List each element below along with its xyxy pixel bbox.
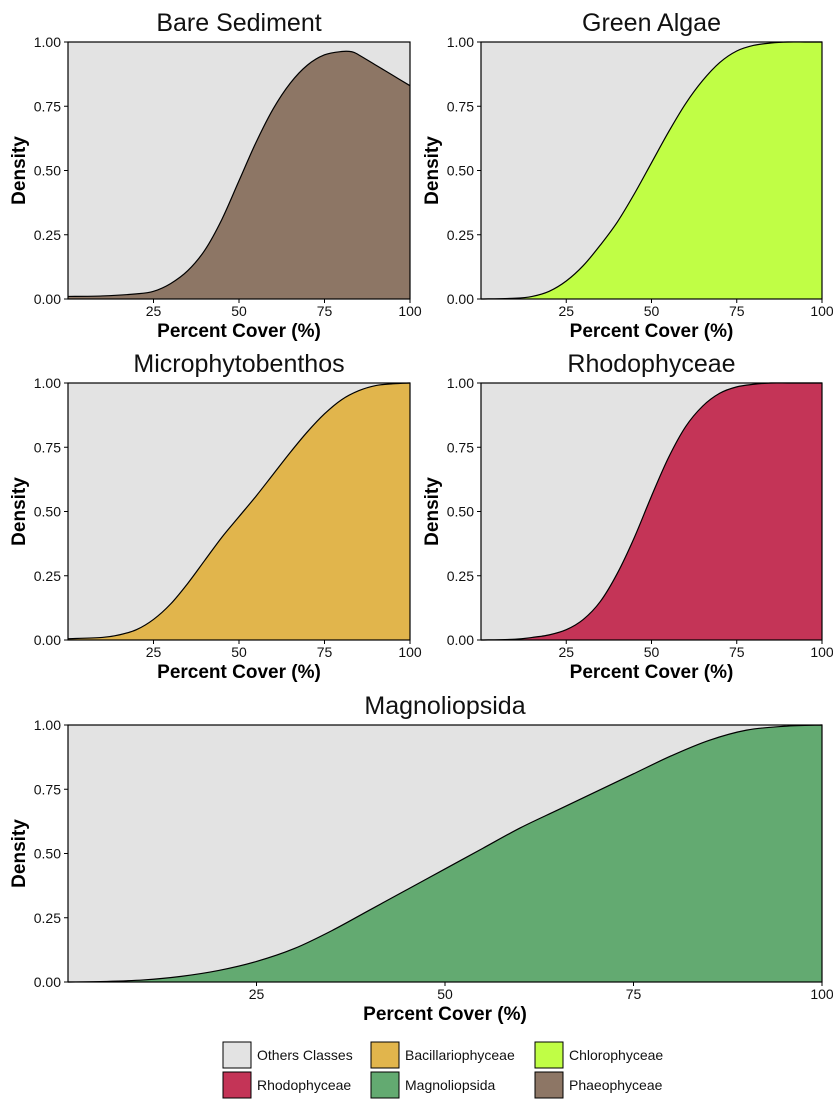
x-tick-label: 75 bbox=[317, 644, 333, 660]
legend-label: Rhodophyceae bbox=[257, 1077, 351, 1093]
y-tick-label: 1.00 bbox=[447, 34, 474, 50]
y-tick-label: 0.50 bbox=[34, 163, 61, 179]
legend-item: Chlorophyceae bbox=[534, 1041, 663, 1069]
y-axis-label: Density bbox=[9, 136, 30, 205]
x-tick-label: 25 bbox=[146, 644, 162, 660]
x-tick-label: 25 bbox=[558, 303, 574, 319]
density-area bbox=[68, 51, 410, 299]
legend-label: Magnoliopsida bbox=[405, 1077, 495, 1093]
x-tick-label: 100 bbox=[810, 303, 833, 319]
panel-3: 25 50 75 100 0.00 0.25 0.50 0.75 1.00 Rhodophycea… bbox=[422, 350, 833, 683]
x-tick-label: 75 bbox=[729, 644, 745, 660]
y-tick-label: 0.25 bbox=[34, 910, 61, 926]
x-axis-label: Percent Cover (%) bbox=[157, 321, 321, 342]
y-axis-label: Density bbox=[422, 477, 443, 546]
y-tick-label: 0.50 bbox=[34, 504, 61, 520]
y-tick-label: 0.75 bbox=[447, 439, 474, 455]
x-axis-label: Percent Cover (%) bbox=[570, 321, 734, 342]
legend-item: Rhodophyceae bbox=[222, 1071, 351, 1099]
legend-item: Others Classes bbox=[222, 1041, 353, 1069]
legend-swatch bbox=[370, 1071, 400, 1099]
x-axis-label: Percent Cover (%) bbox=[363, 1004, 527, 1025]
y-tick-label: 0.00 bbox=[34, 291, 61, 307]
x-tick-label: 25 bbox=[249, 986, 265, 1002]
y-tick-label: 0.25 bbox=[34, 568, 61, 584]
y-tick-label: 0.50 bbox=[34, 846, 61, 862]
x-tick-label: 100 bbox=[810, 986, 833, 1002]
x-tick-label: 25 bbox=[558, 644, 574, 660]
y-tick-label: 0.25 bbox=[447, 568, 474, 584]
y-tick-label: 1.00 bbox=[34, 375, 61, 391]
density-area bbox=[481, 41, 822, 300]
x-tick-label: 100 bbox=[810, 644, 833, 660]
x-tick-label: 75 bbox=[626, 986, 642, 1002]
panel-4: 25 50 75 100 0.00 0.25 0.50 0.75 1.00 Magnoliopsi… bbox=[9, 692, 833, 1025]
y-axis-label: Density bbox=[9, 819, 30, 888]
legend-label: Others Classes bbox=[257, 1047, 353, 1063]
legend-swatch bbox=[222, 1041, 252, 1069]
legend-swatch bbox=[222, 1071, 252, 1099]
y-tick-label: 1.00 bbox=[447, 375, 474, 391]
x-tick-label: 50 bbox=[644, 303, 660, 319]
panel-2: 25 50 75 100 0.00 0.25 0.50 0.75 1.00 Microphytob… bbox=[9, 350, 422, 683]
density-area bbox=[68, 725, 822, 982]
panel-title: Green Algae bbox=[582, 9, 721, 37]
x-tick-label: 75 bbox=[729, 303, 745, 319]
x-axis-label: Percent Cover (%) bbox=[570, 662, 734, 683]
panel-1: 25 50 75 100 0.00 0.25 0.50 0.75 1.00 Green Algae… bbox=[422, 9, 833, 342]
x-tick-label: 50 bbox=[644, 644, 660, 660]
y-tick-label: 1.00 bbox=[34, 717, 61, 733]
panel-title: Rhodophyceae bbox=[567, 350, 735, 378]
x-tick-label: 50 bbox=[437, 986, 453, 1002]
y-tick-label: 0.50 bbox=[447, 504, 474, 520]
legend-label: Phaeophyceae bbox=[569, 1077, 663, 1093]
legend-item: Magnoliopsida bbox=[370, 1071, 495, 1099]
density-line bbox=[67, 382, 411, 640]
legend-item: Phaeophyceae bbox=[534, 1071, 663, 1099]
legend-swatch bbox=[370, 1041, 400, 1069]
y-axis-label: Density bbox=[9, 477, 30, 546]
density-line bbox=[67, 50, 411, 298]
x-tick-label: 75 bbox=[317, 303, 333, 319]
x-tick-label: 100 bbox=[398, 303, 422, 319]
y-tick-label: 0.00 bbox=[447, 291, 474, 307]
density-line bbox=[67, 724, 823, 983]
y-tick-label: 0.50 bbox=[447, 163, 474, 179]
legend-label: Chlorophyceae bbox=[569, 1047, 663, 1063]
panel-title: Microphytobenthos bbox=[133, 350, 344, 378]
y-tick-label: 0.00 bbox=[34, 974, 61, 990]
x-tick-label: 50 bbox=[231, 303, 247, 319]
y-tick-label: 0.75 bbox=[34, 98, 61, 114]
y-tick-label: 0.75 bbox=[34, 781, 61, 797]
x-tick-label: 100 bbox=[398, 644, 422, 660]
legend-item: Bacillariophyceae bbox=[370, 1041, 515, 1069]
y-tick-label: 0.00 bbox=[447, 632, 474, 648]
panel-title: Bare Sediment bbox=[156, 9, 321, 37]
density-area bbox=[481, 382, 822, 640]
density-line bbox=[480, 41, 822, 300]
y-axis-label: Density bbox=[422, 136, 443, 205]
density-area bbox=[68, 383, 410, 640]
legend-swatch bbox=[534, 1041, 564, 1069]
y-tick-label: 1.00 bbox=[34, 34, 61, 50]
y-tick-label: 0.25 bbox=[34, 227, 61, 243]
y-tick-label: 0.75 bbox=[447, 98, 474, 114]
legend: Others Classes Bacillariophyceae Chlorophy… bbox=[222, 1041, 663, 1099]
legend-label: Bacillariophyceae bbox=[405, 1047, 515, 1063]
y-tick-label: 0.25 bbox=[447, 227, 474, 243]
panel-title: Magnoliopsida bbox=[364, 692, 525, 720]
x-tick-label: 50 bbox=[231, 644, 247, 660]
y-tick-label: 0.00 bbox=[34, 632, 61, 648]
x-axis-label: Percent Cover (%) bbox=[157, 662, 321, 683]
panel-0: 25 50 75 100 0.00 0.25 0.50 0.75 1.00 Bare Sedime… bbox=[9, 9, 422, 342]
y-tick-label: 0.75 bbox=[34, 439, 61, 455]
x-tick-label: 25 bbox=[146, 303, 162, 319]
legend-swatch bbox=[534, 1071, 564, 1099]
